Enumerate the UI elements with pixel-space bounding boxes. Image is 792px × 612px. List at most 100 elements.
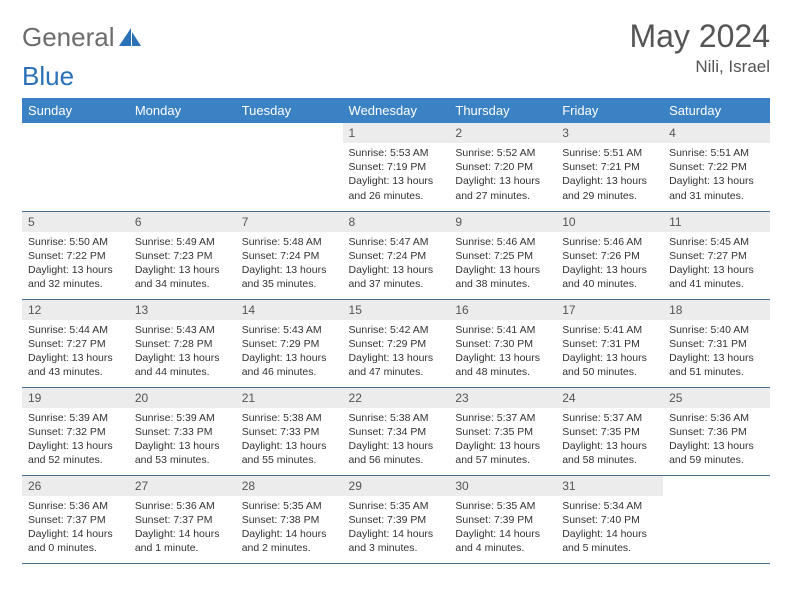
day-number: 15: [343, 300, 450, 320]
day-number: 9: [449, 212, 556, 232]
daylight-text: Daylight: 13 hours and 32 minutes.: [28, 263, 123, 291]
calendar-day-cell: [236, 123, 343, 211]
sunrise-text: Sunrise: 5:39 AM: [28, 411, 123, 425]
calendar-day-cell: 7Sunrise: 5:48 AMSunset: 7:24 PMDaylight…: [236, 211, 343, 299]
day-details: Sunrise: 5:40 AMSunset: 7:31 PMDaylight:…: [663, 320, 770, 384]
weekday-header: Wednesday: [343, 98, 450, 123]
sunrise-text: Sunrise: 5:40 AM: [669, 323, 764, 337]
calendar-day-cell: 31Sunrise: 5:34 AMSunset: 7:40 PMDayligh…: [556, 475, 663, 563]
sunrise-text: Sunrise: 5:41 AM: [455, 323, 550, 337]
day-details: Sunrise: 5:43 AMSunset: 7:28 PMDaylight:…: [129, 320, 236, 384]
sunset-text: Sunset: 7:38 PM: [242, 513, 337, 527]
calendar-table: Sunday Monday Tuesday Wednesday Thursday…: [22, 98, 770, 564]
sunset-text: Sunset: 7:35 PM: [562, 425, 657, 439]
logo-text-1: General: [22, 22, 115, 53]
sunrise-text: Sunrise: 5:36 AM: [28, 499, 123, 513]
sunset-text: Sunset: 7:31 PM: [669, 337, 764, 351]
daylight-text: Daylight: 13 hours and 34 minutes.: [135, 263, 230, 291]
day-details: Sunrise: 5:48 AMSunset: 7:24 PMDaylight:…: [236, 232, 343, 296]
day-number: 17: [556, 300, 663, 320]
day-number: 11: [663, 212, 770, 232]
day-number: [129, 123, 236, 129]
sunset-text: Sunset: 7:23 PM: [135, 249, 230, 263]
day-number: 13: [129, 300, 236, 320]
calendar-day-cell: 25Sunrise: 5:36 AMSunset: 7:36 PMDayligh…: [663, 387, 770, 475]
day-number: [236, 123, 343, 129]
sunset-text: Sunset: 7:40 PM: [562, 513, 657, 527]
sunrise-text: Sunrise: 5:37 AM: [562, 411, 657, 425]
daylight-text: Daylight: 13 hours and 35 minutes.: [242, 263, 337, 291]
calendar-day-cell: 29Sunrise: 5:35 AMSunset: 7:39 PMDayligh…: [343, 475, 450, 563]
sunrise-text: Sunrise: 5:35 AM: [242, 499, 337, 513]
day-details: Sunrise: 5:37 AMSunset: 7:35 PMDaylight:…: [556, 408, 663, 472]
day-number: 19: [22, 388, 129, 408]
day-details: Sunrise: 5:51 AMSunset: 7:21 PMDaylight:…: [556, 143, 663, 207]
calendar-day-cell: 23Sunrise: 5:37 AMSunset: 7:35 PMDayligh…: [449, 387, 556, 475]
calendar-day-cell: 21Sunrise: 5:38 AMSunset: 7:33 PMDayligh…: [236, 387, 343, 475]
day-details: Sunrise: 5:35 AMSunset: 7:38 PMDaylight:…: [236, 496, 343, 560]
sunset-text: Sunset: 7:21 PM: [562, 160, 657, 174]
sunset-text: Sunset: 7:29 PM: [349, 337, 444, 351]
daylight-text: Daylight: 13 hours and 55 minutes.: [242, 439, 337, 467]
day-number: 5: [22, 212, 129, 232]
sunset-text: Sunset: 7:22 PM: [28, 249, 123, 263]
sunset-text: Sunset: 7:34 PM: [349, 425, 444, 439]
daylight-text: Daylight: 14 hours and 5 minutes.: [562, 527, 657, 555]
sunset-text: Sunset: 7:27 PM: [28, 337, 123, 351]
sunset-text: Sunset: 7:36 PM: [669, 425, 764, 439]
sunrise-text: Sunrise: 5:35 AM: [349, 499, 444, 513]
daylight-text: Daylight: 13 hours and 46 minutes.: [242, 351, 337, 379]
weekday-header: Sunday: [22, 98, 129, 123]
day-number: 1: [343, 123, 450, 143]
sunset-text: Sunset: 7:39 PM: [349, 513, 444, 527]
sunrise-text: Sunrise: 5:53 AM: [349, 146, 444, 160]
sunrise-text: Sunrise: 5:46 AM: [562, 235, 657, 249]
sunset-text: Sunset: 7:39 PM: [455, 513, 550, 527]
sunrise-text: Sunrise: 5:42 AM: [349, 323, 444, 337]
calendar-day-cell: 16Sunrise: 5:41 AMSunset: 7:30 PMDayligh…: [449, 299, 556, 387]
sunset-text: Sunset: 7:22 PM: [669, 160, 764, 174]
sunset-text: Sunset: 7:19 PM: [349, 160, 444, 174]
weekday-header-row: Sunday Monday Tuesday Wednesday Thursday…: [22, 98, 770, 123]
day-number: 23: [449, 388, 556, 408]
sunset-text: Sunset: 7:35 PM: [455, 425, 550, 439]
day-details: Sunrise: 5:44 AMSunset: 7:27 PMDaylight:…: [22, 320, 129, 384]
sunset-text: Sunset: 7:37 PM: [135, 513, 230, 527]
page-title: May 2024: [629, 18, 770, 55]
daylight-text: Daylight: 14 hours and 4 minutes.: [455, 527, 550, 555]
day-number: 6: [129, 212, 236, 232]
sunrise-text: Sunrise: 5:35 AM: [455, 499, 550, 513]
sunset-text: Sunset: 7:28 PM: [135, 337, 230, 351]
weekday-header: Friday: [556, 98, 663, 123]
sunset-text: Sunset: 7:24 PM: [242, 249, 337, 263]
day-number: [663, 476, 770, 482]
sunset-text: Sunset: 7:37 PM: [28, 513, 123, 527]
daylight-text: Daylight: 14 hours and 0 minutes.: [28, 527, 123, 555]
day-details: Sunrise: 5:39 AMSunset: 7:32 PMDaylight:…: [22, 408, 129, 472]
sunset-text: Sunset: 7:25 PM: [455, 249, 550, 263]
day-number: 20: [129, 388, 236, 408]
daylight-text: Daylight: 13 hours and 53 minutes.: [135, 439, 230, 467]
day-number: 26: [22, 476, 129, 496]
day-details: Sunrise: 5:38 AMSunset: 7:34 PMDaylight:…: [343, 408, 450, 472]
sunrise-text: Sunrise: 5:47 AM: [349, 235, 444, 249]
calendar-day-cell: 24Sunrise: 5:37 AMSunset: 7:35 PMDayligh…: [556, 387, 663, 475]
daylight-text: Daylight: 13 hours and 51 minutes.: [669, 351, 764, 379]
daylight-text: Daylight: 13 hours and 58 minutes.: [562, 439, 657, 467]
sunrise-text: Sunrise: 5:34 AM: [562, 499, 657, 513]
sunrise-text: Sunrise: 5:36 AM: [135, 499, 230, 513]
day-details: Sunrise: 5:41 AMSunset: 7:30 PMDaylight:…: [449, 320, 556, 384]
calendar-day-cell: 9Sunrise: 5:46 AMSunset: 7:25 PMDaylight…: [449, 211, 556, 299]
day-details: Sunrise: 5:47 AMSunset: 7:24 PMDaylight:…: [343, 232, 450, 296]
sunrise-text: Sunrise: 5:50 AM: [28, 235, 123, 249]
daylight-text: Daylight: 13 hours and 50 minutes.: [562, 351, 657, 379]
day-details: Sunrise: 5:52 AMSunset: 7:20 PMDaylight:…: [449, 143, 556, 207]
weekday-header: Saturday: [663, 98, 770, 123]
day-details: Sunrise: 5:43 AMSunset: 7:29 PMDaylight:…: [236, 320, 343, 384]
day-details: Sunrise: 5:39 AMSunset: 7:33 PMDaylight:…: [129, 408, 236, 472]
day-details: Sunrise: 5:41 AMSunset: 7:31 PMDaylight:…: [556, 320, 663, 384]
logo: General: [22, 22, 143, 53]
daylight-text: Daylight: 13 hours and 44 minutes.: [135, 351, 230, 379]
logo-text-2: Blue: [22, 61, 74, 91]
day-details: Sunrise: 5:37 AMSunset: 7:35 PMDaylight:…: [449, 408, 556, 472]
